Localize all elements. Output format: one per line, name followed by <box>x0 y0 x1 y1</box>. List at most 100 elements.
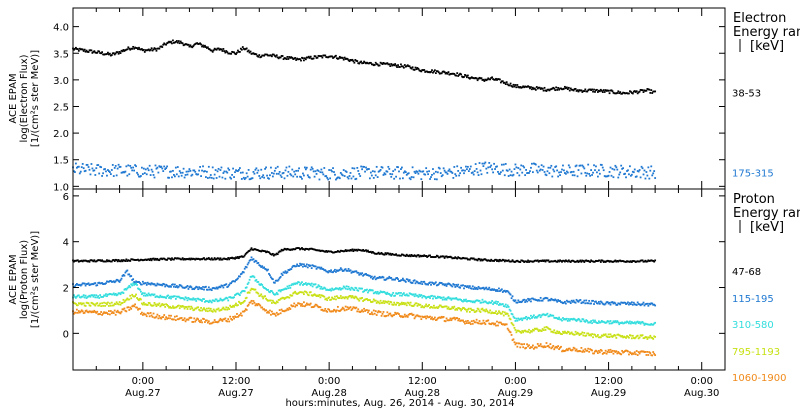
data-point <box>201 45 203 48</box>
data-point <box>438 316 441 319</box>
data-point <box>242 290 245 292</box>
data-point <box>478 310 481 313</box>
data-point <box>493 260 495 262</box>
data-point <box>442 283 445 286</box>
data-point <box>387 300 390 303</box>
data-point <box>297 247 299 249</box>
data-point <box>283 298 286 300</box>
proton-channel-label: 47-68 <box>732 267 761 278</box>
data-point <box>227 318 230 320</box>
data-point <box>117 163 120 166</box>
data-point <box>262 250 265 252</box>
data-point <box>439 282 442 284</box>
data-point <box>441 306 444 309</box>
data-point <box>595 335 597 338</box>
data-point <box>574 260 577 263</box>
data-point <box>641 350 644 353</box>
data-point <box>157 47 160 50</box>
data-point <box>244 48 247 50</box>
data-point <box>184 286 187 289</box>
data-point <box>300 264 302 267</box>
data-point <box>641 320 644 323</box>
data-point <box>83 304 86 307</box>
data-point <box>271 299 274 302</box>
data-point <box>110 169 113 171</box>
data-point <box>465 257 467 260</box>
data-point <box>407 313 410 316</box>
data-point <box>648 177 651 180</box>
data-point <box>314 249 317 251</box>
data-point <box>180 285 183 288</box>
data-point <box>611 349 614 352</box>
data-point <box>614 320 617 322</box>
data-point <box>298 58 300 61</box>
data-point <box>284 169 287 172</box>
data-point <box>95 302 98 305</box>
data-point <box>357 289 360 292</box>
data-point <box>425 283 428 286</box>
data-point <box>110 54 113 56</box>
data-point <box>145 173 148 176</box>
data-point <box>129 165 132 167</box>
data-point <box>578 164 581 167</box>
data-point <box>303 166 306 169</box>
data-point <box>228 308 231 310</box>
data-point <box>564 330 566 333</box>
data-point <box>638 352 641 355</box>
data-point <box>355 270 358 273</box>
data-point <box>262 285 265 288</box>
data-point <box>118 301 121 303</box>
data-point <box>539 296 542 299</box>
data-point <box>157 304 160 306</box>
data-point <box>526 343 528 346</box>
data-point <box>118 51 121 53</box>
data-point <box>631 170 634 173</box>
data-point <box>286 296 289 298</box>
data-point <box>593 303 595 305</box>
data-point <box>286 174 289 177</box>
data-point <box>158 165 161 168</box>
data-point <box>101 282 104 284</box>
data-point <box>368 168 370 170</box>
data-point <box>113 293 116 296</box>
data-point <box>248 291 251 294</box>
data-point <box>620 260 623 263</box>
data-point <box>618 323 621 326</box>
data-point <box>584 171 587 174</box>
data-point <box>340 249 343 252</box>
data-point <box>442 167 445 170</box>
data-point <box>242 271 245 274</box>
data-point <box>238 293 240 296</box>
data-point <box>426 296 429 299</box>
data-point <box>421 69 424 71</box>
data-point <box>562 349 564 352</box>
data-point <box>206 46 209 49</box>
data-point <box>313 175 316 178</box>
data-point <box>102 312 104 315</box>
data-point <box>631 92 634 95</box>
data-point <box>629 334 631 337</box>
data-point <box>541 345 544 348</box>
data-point <box>507 84 510 87</box>
data-point <box>412 68 415 71</box>
data-point <box>497 259 499 262</box>
data-point <box>629 352 632 355</box>
data-point <box>320 309 323 311</box>
data-point <box>431 174 433 176</box>
data-point <box>256 171 259 174</box>
data-point <box>495 165 497 168</box>
data-point <box>654 259 657 262</box>
data-point <box>233 296 235 299</box>
data-point <box>283 288 286 291</box>
data-point <box>305 56 308 59</box>
data-point <box>426 283 429 286</box>
data-point <box>431 316 433 319</box>
data-point <box>306 174 309 177</box>
data-point <box>90 311 93 314</box>
data-point <box>87 295 90 298</box>
data-point <box>300 247 302 250</box>
data-point <box>259 284 262 286</box>
data-point <box>624 350 626 352</box>
data-point <box>129 275 132 278</box>
data-point <box>611 336 614 338</box>
